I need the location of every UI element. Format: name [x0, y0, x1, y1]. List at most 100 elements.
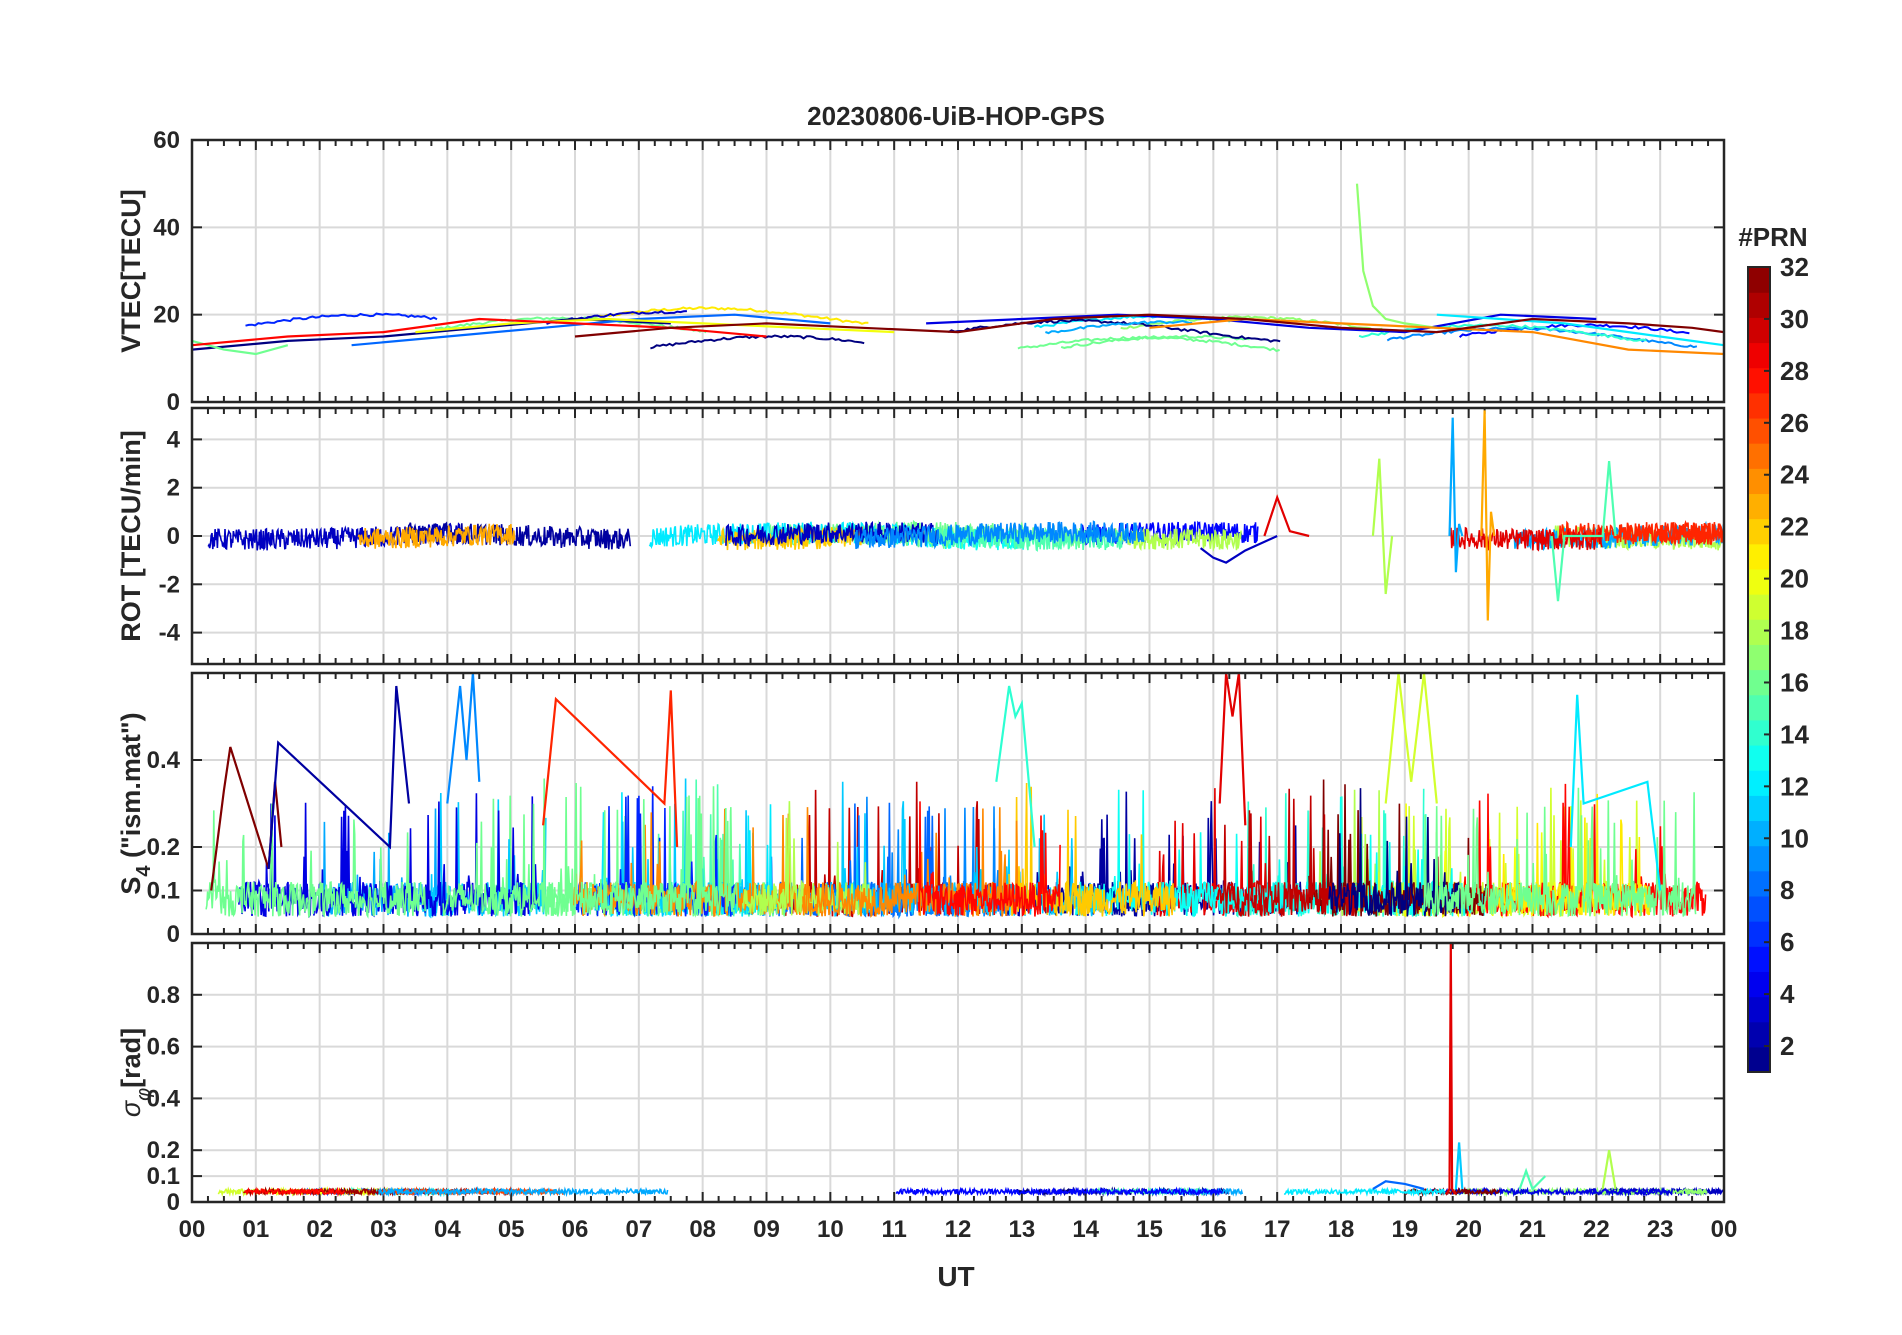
- y-tick-label: 40: [153, 214, 180, 241]
- series-line: [1358, 323, 1647, 342]
- y-axis-label: S4 ("ism.mat"): [116, 712, 155, 894]
- series-line-prn-19: [1384, 673, 1438, 804]
- colorbar-swatch: [1748, 719, 1770, 746]
- series-line-prn-20: [415, 317, 895, 334]
- x-tick-label: 00: [1711, 1216, 1738, 1243]
- x-tick-label: 07: [625, 1216, 652, 1243]
- y-tick-label: 0.2: [147, 1137, 180, 1164]
- x-tick-label: 09: [753, 1216, 780, 1243]
- series-line: [650, 334, 865, 350]
- y-tick-label: 0.1: [147, 878, 180, 905]
- series-group: [217, 943, 1724, 1198]
- series-line: [725, 520, 939, 548]
- colorbar-swatch: [1748, 594, 1770, 620]
- series-line: [895, 1186, 1223, 1198]
- series-line: [1283, 1186, 1446, 1197]
- series-line: [245, 312, 438, 327]
- x-tick-label: 22: [1583, 1216, 1610, 1243]
- series-line: [1008, 782, 1176, 917]
- colorbar-swatch: [1748, 317, 1770, 344]
- series-line-prn-3: [1199, 534, 1278, 564]
- series-group: [192, 183, 1724, 356]
- x-tick-label: 02: [306, 1216, 333, 1243]
- colorbar-frame: [1747, 266, 1771, 1073]
- x-tick-label: 04: [434, 1216, 461, 1243]
- colorbar-swatch: [1748, 669, 1770, 696]
- colorbar-tick-label: 4: [1780, 979, 1795, 1009]
- x-tick-label: 13: [1008, 1216, 1035, 1243]
- x-tick-label: 17: [1264, 1216, 1291, 1243]
- panel-s4: 0 0.1 0.2 0.4S4 ("ism.mat"): [116, 671, 1726, 948]
- colorbar-swatch: [1748, 820, 1770, 847]
- y-tick-label: 0.1: [147, 1163, 180, 1190]
- series-line-prn-12: [1436, 313, 1724, 347]
- x-tick-label: 19: [1391, 1216, 1418, 1243]
- y-tick-label: 0: [167, 921, 180, 948]
- colorbar-swatch: [1748, 921, 1770, 947]
- series-line-prn-32: [574, 313, 1724, 338]
- colorbar-swatch: [1748, 644, 1770, 671]
- x-tick-label: 00: [179, 1216, 206, 1243]
- x-tick-label: 11: [881, 1216, 906, 1243]
- series-line: [1045, 319, 1193, 335]
- colorbar-swatch: [1748, 443, 1770, 469]
- series-line-prn-29: [1445, 943, 1457, 1195]
- y-axis-label: ROT [TECU/min]: [116, 430, 146, 641]
- colorbar-swatch: [1748, 946, 1770, 972]
- x-tick-label: 03: [370, 1216, 397, 1243]
- colorbar-tick-label: 28: [1780, 356, 1809, 386]
- x-tick-label: 16: [1200, 1216, 1227, 1243]
- y-tick-label: 0.2: [147, 834, 180, 861]
- colorbar-swatch: [1748, 744, 1770, 771]
- colorbar-tick-label: 16: [1780, 667, 1809, 697]
- y-tick-label: 0: [167, 389, 180, 416]
- series-line: [243, 1186, 345, 1198]
- series-line: [378, 1186, 669, 1198]
- series-line: [1328, 788, 1461, 917]
- colorbar-swatch: [1748, 267, 1770, 293]
- colorbar-label: #PRN: [1738, 222, 1807, 252]
- y-tick-label: 60: [153, 127, 180, 154]
- series-line-prn-29: [1263, 494, 1310, 538]
- panel-frame: [190, 138, 1726, 404]
- colorbar-tick-label: 24: [1780, 460, 1809, 490]
- y-tick-label: -2: [159, 571, 180, 598]
- series-line: [405, 521, 632, 550]
- series-line-prn-14: [995, 685, 1036, 848]
- colorbar-swatch: [1748, 694, 1770, 721]
- colorbar-swatch: [1748, 1046, 1770, 1073]
- panel-frame: [190, 406, 1726, 666]
- panel-vtec: 0 20 40 60 VTEC[TECU]: [116, 127, 1726, 416]
- x-tick-label: 08: [689, 1216, 716, 1243]
- colorbar-tick-label: 22: [1780, 512, 1809, 542]
- colorbar-swatch: [1748, 895, 1770, 922]
- x-tick-label: 05: [498, 1216, 525, 1243]
- colorbar-tick-label: 30: [1780, 304, 1809, 334]
- series-line-prn-12: [1569, 694, 1662, 891]
- series-line: [205, 803, 426, 919]
- series-line-prn-8: [1372, 1180, 1425, 1191]
- series-line-prn-29: [1218, 673, 1247, 826]
- x-tick-label: 20: [1455, 1216, 1482, 1243]
- colorbar-swatch: [1748, 367, 1770, 394]
- series-line: [1422, 787, 1697, 918]
- series-line-prn-15: [1518, 1167, 1547, 1192]
- y-tick-label: 0.4: [147, 1085, 181, 1112]
- series-line-prn-18: [1371, 458, 1394, 595]
- series-line: [1449, 526, 1603, 552]
- x-tick-label: 10: [817, 1216, 844, 1243]
- x-tick-label: 15: [1136, 1216, 1163, 1243]
- panel-rot: -4 -2 0 2 4 ROT [TECU/min]: [116, 406, 1726, 666]
- colorbar-swatch: [1748, 996, 1770, 1023]
- colorbar-swatch: [1748, 518, 1770, 545]
- y-tick-label: 0: [167, 523, 180, 550]
- colorbar-swatch: [1748, 417, 1770, 444]
- series-line: [357, 523, 516, 549]
- x-tick-label: 23: [1647, 1216, 1674, 1243]
- x-tick-label: 18: [1328, 1216, 1355, 1243]
- colorbar-swatch: [1748, 845, 1770, 872]
- series-line-prn-27: [542, 690, 679, 848]
- y-tick-label: 0.4: [147, 747, 181, 774]
- y-axis-label: VTEC[TECU]: [116, 189, 146, 353]
- y-tick-label: -4: [159, 620, 181, 647]
